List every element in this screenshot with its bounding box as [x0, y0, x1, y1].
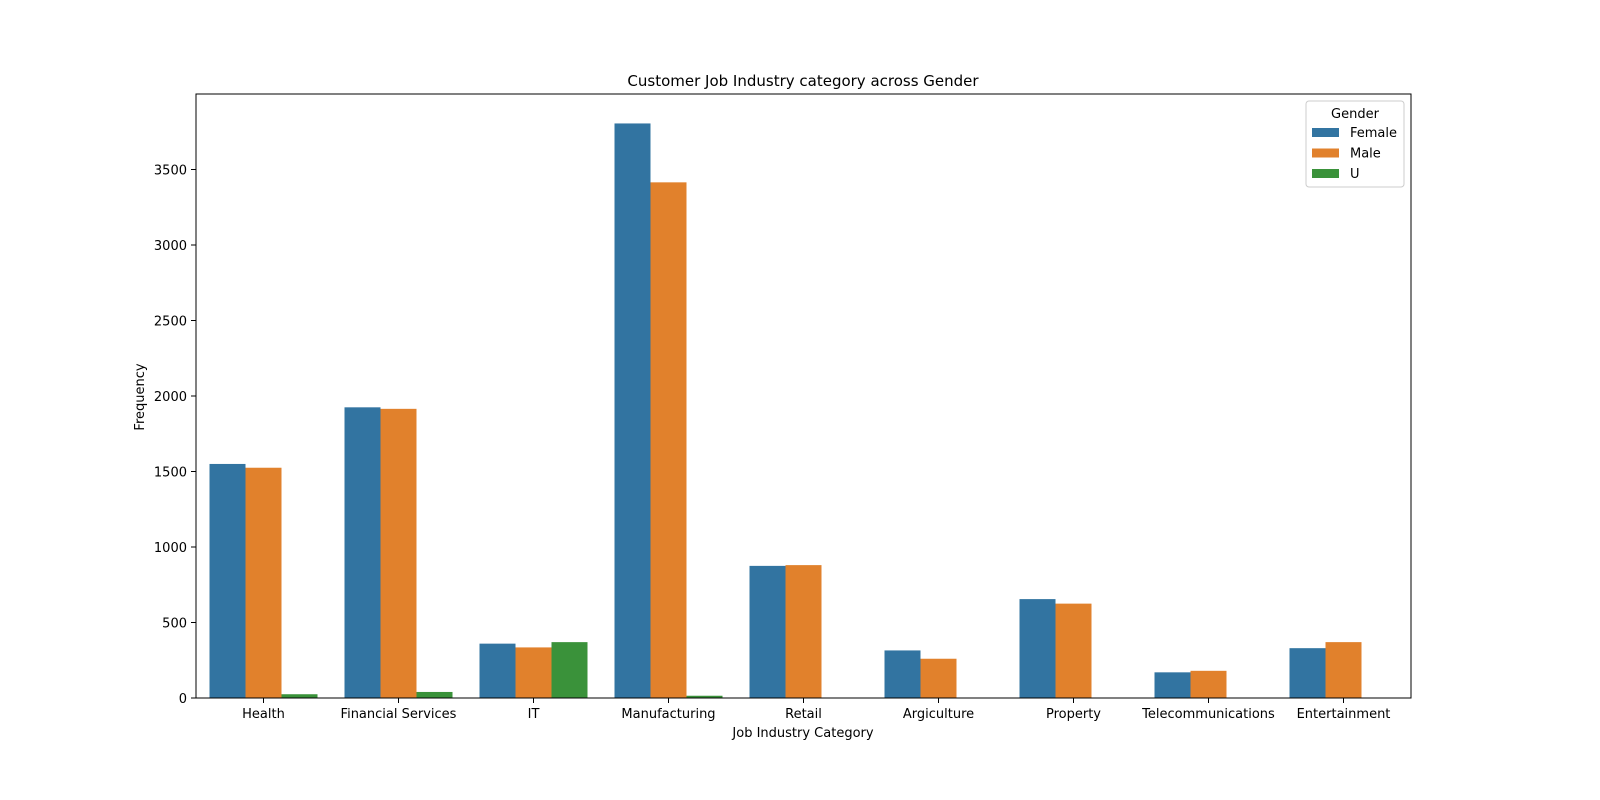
x-tick-label: Retail [785, 707, 822, 722]
x-tick-label: Argiculture [903, 707, 974, 722]
y-tick-label: 3500 [154, 164, 187, 179]
x-tick-label: Entertainment [1297, 707, 1391, 722]
x-tick-label: Manufacturing [621, 707, 715, 722]
x-axis: Health Financial Services IT Manufacturing R… [242, 698, 1390, 722]
bar-male-4 [785, 565, 822, 698]
bar-u-2 [551, 642, 588, 698]
bar-u-3 [686, 695, 723, 699]
bar-female-8 [1289, 648, 1326, 698]
y-tick-label: 1500 [154, 466, 187, 481]
legend-label-female: Female [1350, 126, 1397, 141]
y-tick-label: 1000 [154, 541, 187, 556]
plot-frame [195, 93, 1412, 699]
y-tick-label: 3000 [154, 239, 187, 254]
legend-label-u: U [1350, 167, 1360, 182]
x-tick-label: IT [528, 707, 540, 722]
bar-male-3 [650, 182, 687, 699]
legend-swatch-male [1312, 148, 1339, 158]
y-axis-label: Frequency [133, 363, 148, 430]
y-axis: 0 500 1000 1500 2000 2500 3000 3500 [154, 164, 196, 707]
y-tick-label: 0 [179, 692, 187, 707]
y-tick-label: 2500 [154, 315, 187, 330]
x-tick-label: Financial Services [341, 707, 457, 722]
legend-swatch-female [1312, 128, 1339, 137]
x-tick-label: Telecommunications [1141, 707, 1275, 722]
bar-male-6 [1055, 603, 1092, 699]
bar-male-2 [515, 647, 552, 698]
bar-female-3 [614, 123, 651, 698]
x-tick-label: Health [242, 707, 285, 722]
x-tick-label: Property [1046, 707, 1101, 722]
bar-female-1 [344, 407, 381, 698]
y-tick-label: 2000 [154, 390, 187, 405]
bars-group [209, 123, 1362, 699]
x-axis-label: Job Industry Category [731, 726, 873, 741]
bar-male-0 [245, 467, 282, 699]
legend-title: Gender [1331, 107, 1380, 122]
bar-male-7 [1190, 670, 1227, 698]
bar-female-0 [209, 463, 246, 698]
legend-swatch-u [1312, 169, 1339, 178]
bar-u-1 [416, 691, 453, 698]
bar-male-5 [920, 658, 957, 698]
bar-male-8 [1325, 642, 1362, 698]
legend: Gender Female Male U [1305, 100, 1405, 188]
chart-title: Customer Job Industry category across Ge… [627, 72, 979, 90]
bar-female-4 [749, 565, 786, 699]
bar-female-5 [884, 650, 921, 698]
legend-label-male: Male [1350, 147, 1381, 162]
bar-u-0 [281, 694, 318, 698]
legend-box [1305, 100, 1405, 188]
y-tick-label: 500 [162, 617, 187, 632]
bar-female-7 [1154, 672, 1191, 698]
bar-female-6 [1019, 599, 1056, 699]
bar-female-2 [479, 643, 516, 698]
bar-male-1 [380, 408, 417, 698]
